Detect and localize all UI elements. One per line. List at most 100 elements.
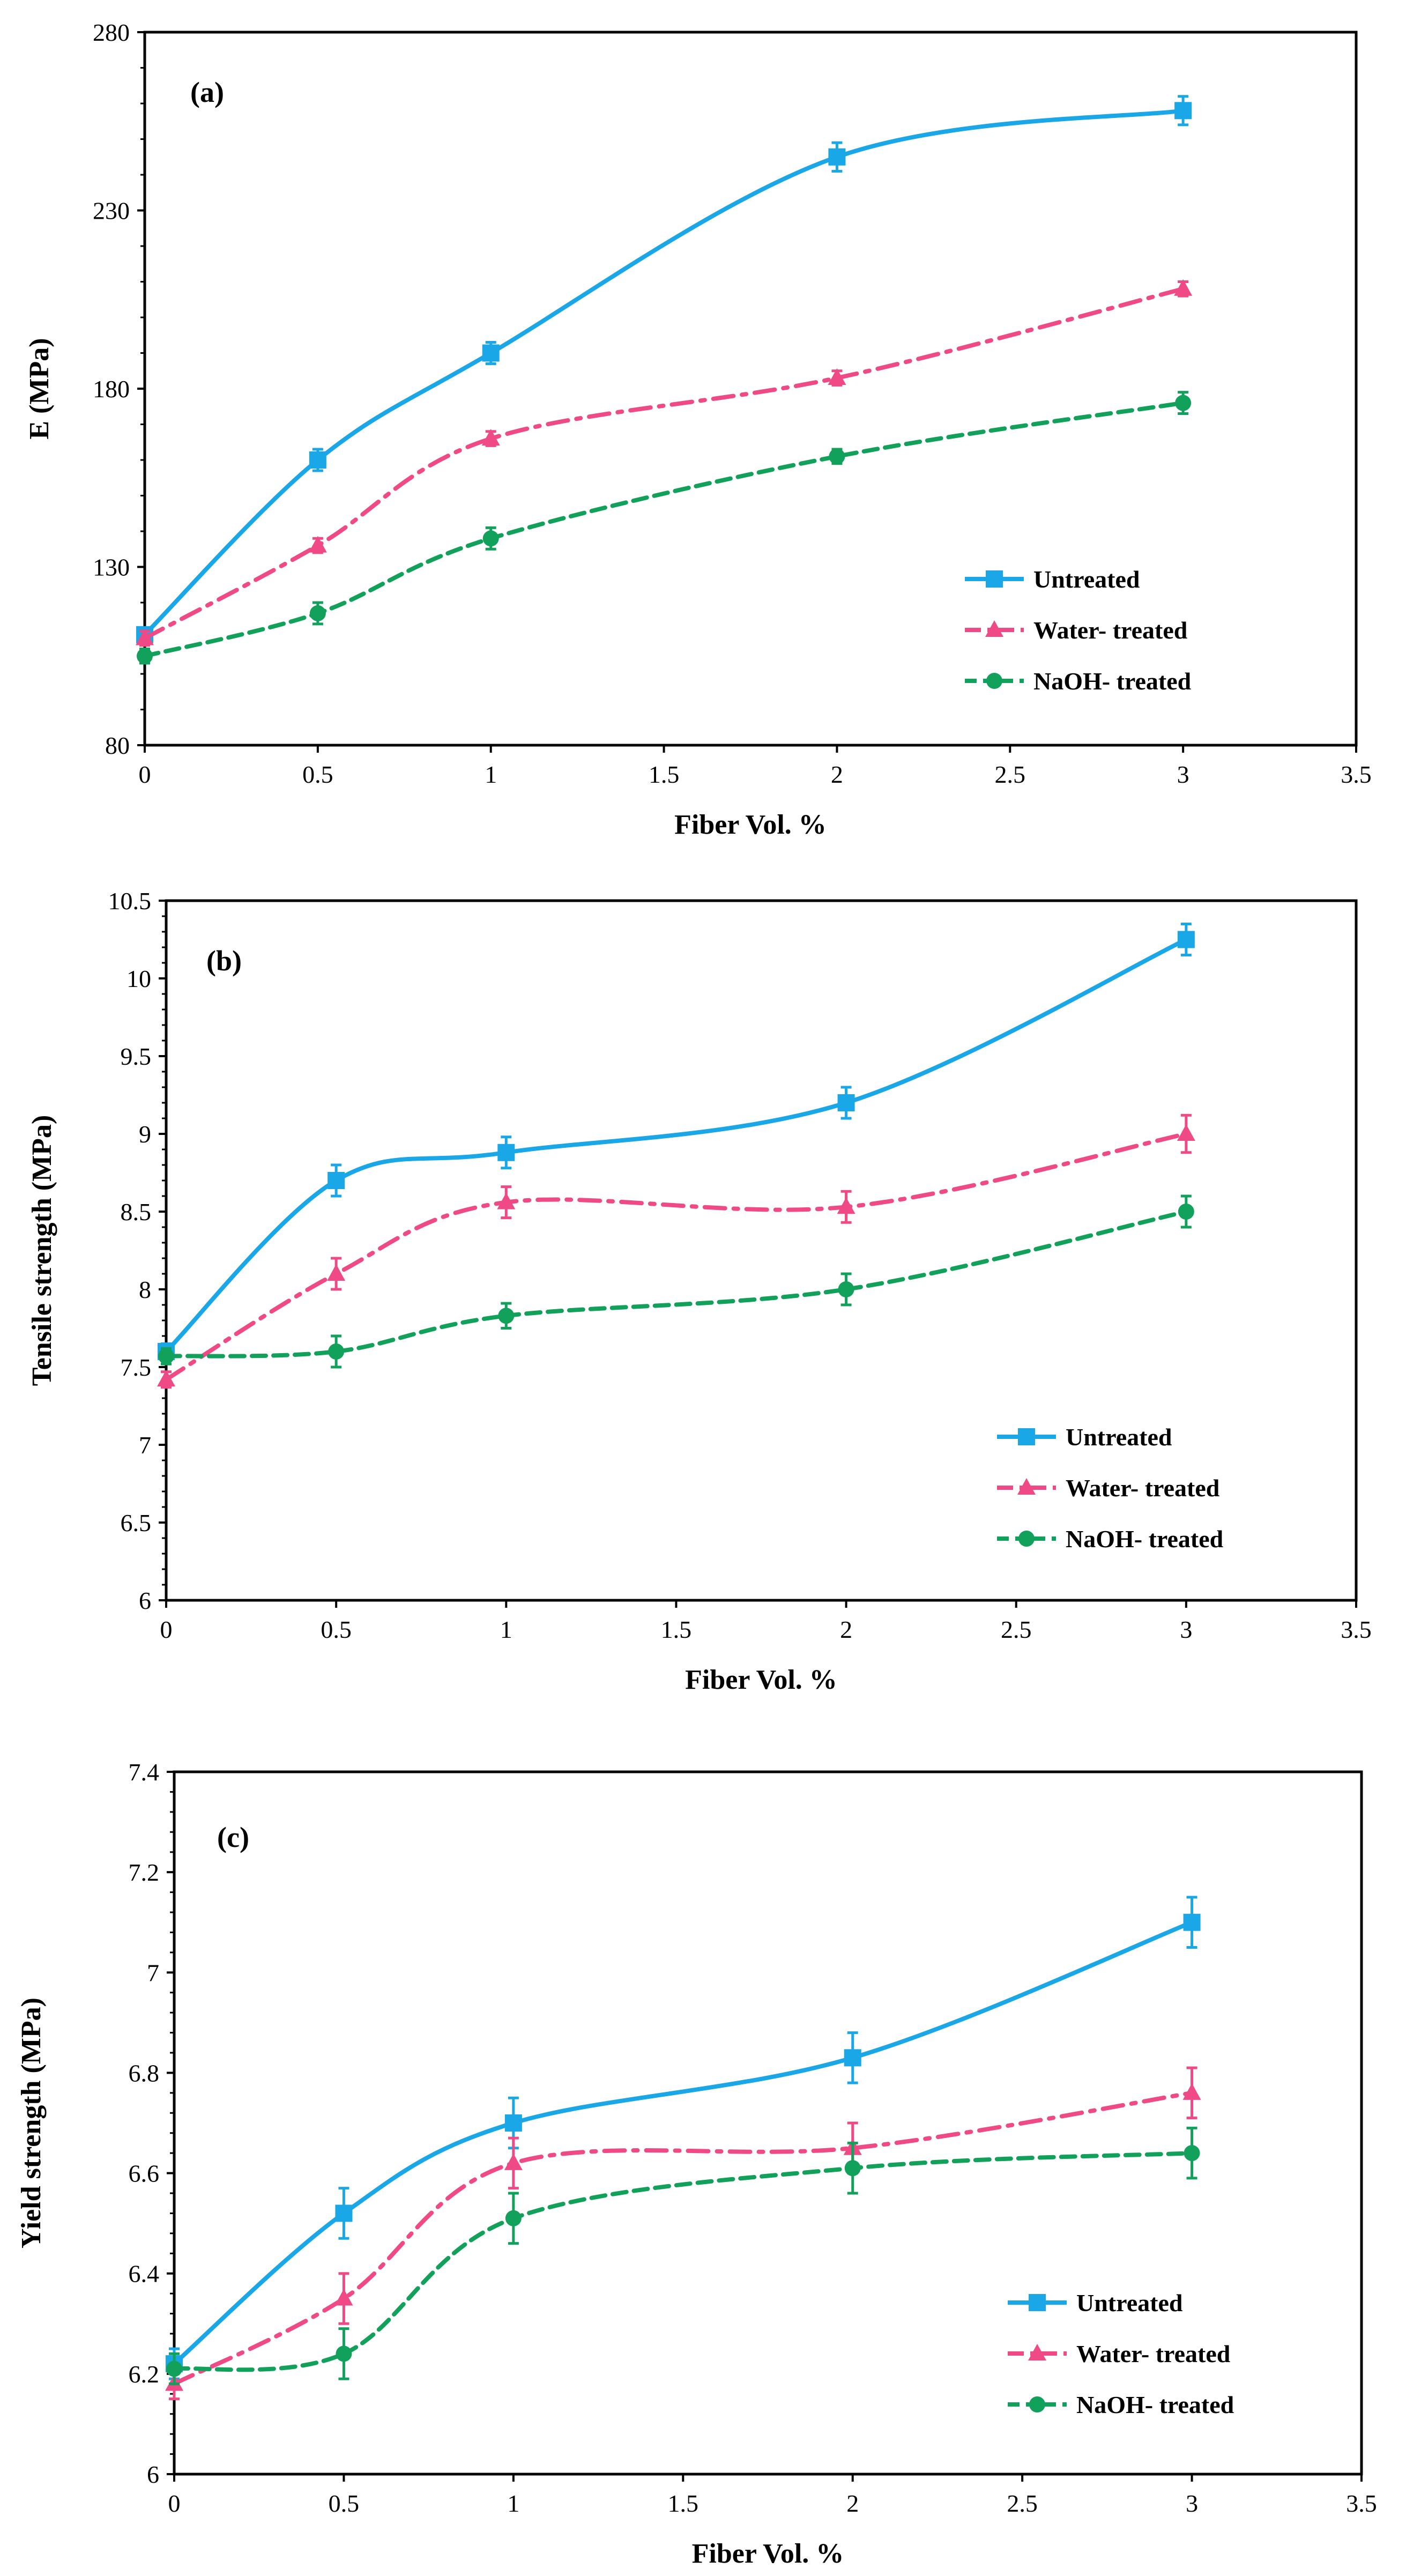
series-line <box>172 2151 1194 2372</box>
data-point <box>481 429 500 446</box>
series-line <box>164 1209 1188 1358</box>
series-line <box>172 2090 1194 2386</box>
legend-marker <box>1018 1428 1035 1445</box>
data-point <box>327 1264 346 1281</box>
series-untreated <box>158 923 1195 1361</box>
chart-panel-3: 0 0.5 1 1.5 2 2.5 3 3.5 6 6.2 6.4 6.6 6.8 7 7.2 7.4 Fibe… <box>16 1758 1377 2569</box>
y-tick-label: 6.4 <box>129 2260 160 2288</box>
y-tick-label: 7.4 <box>129 1758 160 1786</box>
series-water-treated <box>136 279 1193 647</box>
chart-panel-1: 0 0.5 1 1.5 2 2.5 3 3.5 80 130 180 230 280 Fiber Vol.… <box>24 19 1372 840</box>
data-point <box>497 1144 515 1161</box>
legend-label: Water- treated <box>1076 2340 1231 2367</box>
series-line <box>164 1132 1188 1382</box>
x-tick-label: 3 <box>1186 2490 1198 2517</box>
legend-entry: Untreated <box>965 566 1140 593</box>
data-point <box>1184 2145 1200 2162</box>
data-point <box>158 1348 174 1364</box>
y-tick-label: 8.5 <box>121 1198 152 1226</box>
y-tick-label: 230 <box>93 197 130 225</box>
legend-marker <box>1029 2294 1046 2311</box>
legend-label: Untreated <box>1033 566 1140 593</box>
y-tick-label: 6.5 <box>121 1509 152 1536</box>
y-tick-label: 6.8 <box>129 2059 160 2087</box>
y-tick-label: 9.5 <box>121 1043 152 1070</box>
legend-label: Water- treated <box>1033 617 1188 644</box>
x-tick-label: 1.5 <box>661 1616 692 1643</box>
data-point <box>308 536 327 553</box>
data-point <box>837 1197 855 1214</box>
x-tick-label: 2.5 <box>995 761 1026 788</box>
y-tick-label: 7 <box>139 1431 151 1459</box>
x-tick-label: 0.5 <box>321 1616 352 1643</box>
data-point <box>157 1370 175 1387</box>
legend-marker <box>1028 2344 1046 2360</box>
series-water-treated <box>157 1113 1195 1389</box>
panel-label: (b) <box>206 945 242 977</box>
x-tick-label: 1 <box>485 761 497 788</box>
data-point <box>482 530 499 547</box>
y-tick-label: 6 <box>139 1587 151 1614</box>
data-point <box>136 628 154 645</box>
legend-marker <box>986 570 1003 588</box>
y-tick-label: 6 <box>147 2461 159 2488</box>
legend-entry: NaOH- treated <box>965 667 1192 695</box>
panel-label: (c) <box>217 1821 249 1853</box>
y-tick-label: 8 <box>139 1276 151 1303</box>
x-tick-label: 0.5 <box>329 2490 360 2517</box>
y-axis-title: Yield strength (MPa) <box>16 1998 47 2248</box>
x-tick-label: 0 <box>139 761 151 788</box>
x-tick-label: 1 <box>507 2490 519 2517</box>
data-point <box>504 2114 522 2132</box>
data-point <box>838 1281 854 1297</box>
data-point <box>309 605 326 621</box>
legend-entry: NaOH- treated <box>1008 2391 1234 2418</box>
x-tick-label: 0.5 <box>302 761 333 788</box>
data-point <box>828 148 846 166</box>
x-tick-label: 3 <box>1177 761 1189 788</box>
data-point <box>309 451 326 469</box>
legend-marker <box>1029 2396 1045 2412</box>
data-point <box>1178 1204 1194 1220</box>
x-tick-label: 0 <box>160 1616 173 1643</box>
data-point <box>844 2160 861 2177</box>
data-point <box>334 2289 353 2306</box>
legend-entry: Untreated <box>1008 2289 1183 2317</box>
x-tick-label: 1.5 <box>668 2490 699 2517</box>
data-point <box>328 1343 345 1360</box>
series-line <box>143 108 1186 637</box>
series-line <box>143 286 1186 641</box>
y-tick-label: 10.5 <box>108 887 152 915</box>
series-line <box>172 1920 1194 2366</box>
y-axis-title: E (MPa) <box>24 338 55 439</box>
data-point <box>1177 1124 1195 1141</box>
legend-entry: Untreated <box>997 1423 1172 1451</box>
data-point <box>328 1172 345 1189</box>
legend-label: Untreated <box>1066 1423 1172 1451</box>
data-point <box>1177 931 1195 948</box>
x-tick-label: 3.5 <box>1346 2490 1377 2517</box>
legend-label: NaOH- treated <box>1076 2391 1234 2418</box>
data-point <box>1174 102 1192 120</box>
legend-entry: Water- treated <box>997 1474 1220 1502</box>
y-tick-label: 6.2 <box>129 2360 160 2388</box>
x-tick-label: 3 <box>1180 1616 1192 1643</box>
legend-label: Untreated <box>1076 2289 1183 2317</box>
x-tick-label: 1 <box>500 1616 512 1643</box>
data-point <box>137 648 153 664</box>
y-tick-label: 6.6 <box>129 2160 160 2187</box>
y-tick-label: 10 <box>127 965 151 992</box>
data-point <box>837 1094 855 1111</box>
legend-marker <box>1018 1531 1035 1547</box>
chart-panel-2: 0 0.5 1 1.5 2 2.5 3 3.5 6 6.5 7 7.5 8 8.5 9 9.5 10 10.5 Fi… <box>27 887 1372 1695</box>
series-line <box>143 400 1186 658</box>
legend-entry: NaOH- treated <box>997 1525 1224 1553</box>
y-tick-label: 180 <box>93 375 130 403</box>
y-tick-label: 280 <box>93 19 130 46</box>
x-tick-label: 3.5 <box>1341 761 1372 788</box>
legend-label: NaOH- treated <box>1066 1525 1224 1553</box>
y-tick-label: 9 <box>139 1120 151 1148</box>
plot-frame <box>173 1770 1363 2476</box>
panel-label: (a) <box>190 76 224 108</box>
x-axis-title: Fiber Vol. % <box>692 2538 844 2569</box>
